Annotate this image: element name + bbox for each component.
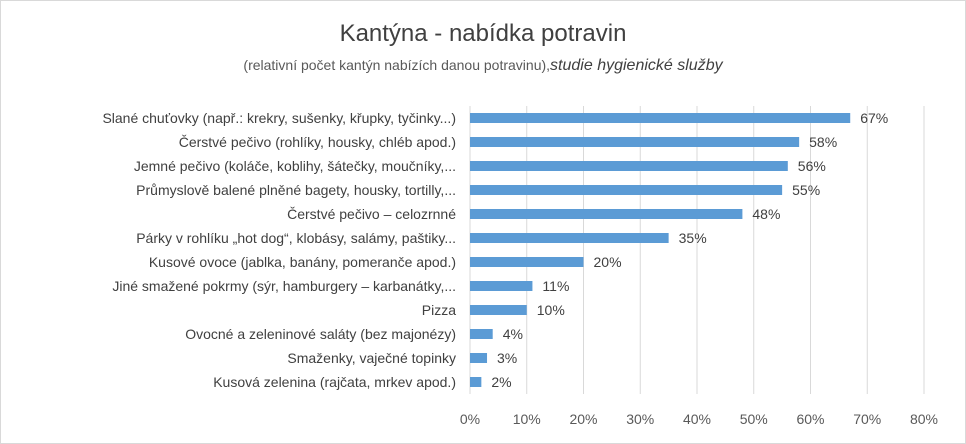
chart-title: Kantýna - nabídka potravin [339, 20, 627, 47]
data-label: 58% [809, 134, 837, 150]
category-label: Ovocné a zeleninové saláty (bez majonézy… [185, 326, 456, 342]
data-label: 67% [860, 110, 888, 126]
data-label: 11% [542, 278, 569, 294]
category-label: Smaženky, vaječné topinky [287, 350, 456, 366]
chart-subtitle: (relativní počet kantýn nabízích danou p… [0, 57, 966, 75]
bar [470, 377, 482, 387]
x-tick-label: 50% [740, 411, 768, 427]
category-label: Jemné pečivo (koláče, koblihy, šátečky, … [134, 158, 456, 174]
data-label: 56% [798, 158, 826, 174]
x-tick-label: 0% [460, 411, 480, 427]
x-tick-label: 10% [513, 411, 541, 427]
category-labels: Slané chuťovky (např.: krekry, sušenky, … [102, 110, 456, 390]
data-label: 55% [792, 182, 820, 198]
x-axis-ticks: 0% 10% 20% 30% 40% 50% 60% 70% 80% [460, 411, 938, 427]
category-label: Párky v rohlíku „hot dog“, klobásy, salá… [136, 230, 456, 246]
bar [470, 353, 488, 363]
bar [470, 113, 851, 123]
category-label: Čerstvé pečivo (rohlíky, housky, chléb a… [179, 134, 456, 150]
data-label: 4% [503, 326, 523, 342]
x-tick-label: 70% [853, 411, 881, 427]
bar [470, 137, 800, 147]
chart-subtitle-main: (relativní počet kantýn nabízích danou p… [243, 57, 551, 73]
bar [470, 257, 584, 267]
bar [470, 209, 743, 219]
gridlines [469, 106, 925, 394]
data-label: 20% [594, 254, 622, 270]
bar [470, 185, 783, 195]
category-label: Kusové ovoce (jablka, banány, pomeranče … [149, 254, 456, 270]
x-tick-label: 80% [910, 411, 938, 427]
value-labels: 67% 58% 56% 55% 48% 35% 20% 11% 10% 4% 3% 2% [491, 110, 888, 390]
bar [470, 305, 527, 315]
x-tick-label: 60% [796, 411, 824, 427]
bar [470, 233, 669, 243]
data-label: 10% [537, 302, 565, 318]
bar [470, 281, 533, 291]
category-label: Pizza [422, 302, 456, 318]
category-label: Kusová zelenina (rajčata, mrkev apod.) [213, 374, 456, 390]
bar [470, 329, 493, 339]
x-tick-label: 40% [683, 411, 711, 427]
data-label: 3% [497, 350, 517, 366]
bars [470, 113, 851, 387]
data-label: 2% [491, 374, 511, 390]
bar [470, 161, 788, 171]
chart-subtitle-italic: studie hygienické služby [550, 57, 723, 74]
data-label: 48% [752, 206, 780, 222]
category-label: Průmyslově balené plněné bagety, housky,… [136, 182, 456, 198]
x-tick-label: 20% [569, 411, 597, 427]
data-label: 35% [679, 230, 707, 246]
category-label: Čerstvé pečivo – celozrnné [287, 206, 456, 222]
category-label: Slané chuťovky (např.: krekry, sušenky, … [102, 110, 456, 126]
x-tick-label: 30% [626, 411, 654, 427]
category-label: Jiné smažené pokrmy (sýr, hamburgery – k… [112, 278, 456, 294]
